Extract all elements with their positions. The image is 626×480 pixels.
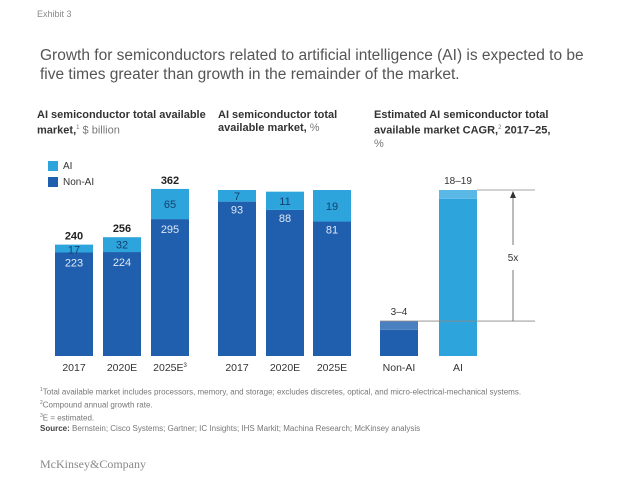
- right-chart-title-suffix: 2017–25,: [504, 124, 551, 137]
- middle-chart-heading: AI semiconductor total available market,…: [218, 109, 368, 135]
- legend: AI Non-AI: [48, 158, 94, 190]
- left-chart-title: AI semiconductor total available market,: [37, 109, 206, 137]
- data-label-ai: 17: [68, 245, 80, 257]
- mckinsey-logo: McKinsey&Company: [40, 457, 146, 471]
- x-tick-label: Non-AI: [383, 362, 416, 374]
- middle-chart-unit: %: [309, 122, 320, 134]
- x-tick-label: 2017: [225, 362, 249, 374]
- x-tick-label: 2017: [62, 362, 86, 374]
- legend-item-ai: AI: [48, 158, 94, 174]
- footnote-ref-3: 3: [184, 363, 188, 369]
- footnote-1: 1Total available market includes process…: [40, 387, 522, 397]
- bar-cagr-non-ai: [380, 329, 418, 356]
- bar-ai-2025E: [151, 188, 189, 220]
- chart-title: Growth for semiconductors related to art…: [40, 47, 584, 83]
- footnote-3: 3E = estimated.: [40, 413, 95, 423]
- exhibit-label: Exhibit 3: [37, 9, 72, 19]
- arrow-head-icon: [510, 191, 516, 198]
- legend-item-non-ai: Non-AI: [48, 174, 94, 190]
- data-label-cagr: 18–19: [444, 176, 472, 187]
- data-label-ai: 32: [116, 240, 128, 252]
- data-label-ai-pct: 19: [326, 201, 338, 213]
- bar-ai-pct-2025E: [313, 190, 351, 222]
- bar-non-ai-pct-2020E: [266, 209, 304, 356]
- bar-non-ai-pct-2025E: [313, 221, 351, 356]
- right-chart-heading: Estimated AI semiconductor total availab…: [374, 109, 574, 151]
- data-label-total: 362: [161, 175, 179, 187]
- x-tick-label: 2025E: [317, 362, 347, 374]
- bar-non-ai-pct-2017: [218, 201, 256, 356]
- bar-non-ai-2020E: [103, 252, 141, 356]
- data-label-non-ai: 295: [161, 224, 179, 236]
- legend-label-non-ai: Non-AI: [63, 176, 95, 188]
- source-line: Source: Bernstein; Cisco Systems; Gartne…: [40, 424, 421, 434]
- data-label-ai: 65: [164, 199, 176, 211]
- data-label-ai-pct: 7: [234, 191, 240, 203]
- data-label-ai-pct: 11: [279, 196, 290, 208]
- x-tick-label: 2020E: [270, 362, 300, 374]
- bar-cagr-range-non-ai: [380, 321, 418, 330]
- bar-cagr-range-ai: [439, 190, 477, 199]
- data-label-non-ai: 224: [113, 257, 131, 269]
- x-tick-label: AI: [453, 362, 463, 374]
- bar-ai-pct-2017: [218, 190, 256, 202]
- bar-ai-2017: [55, 244, 93, 253]
- x-tick-label: 2020E: [107, 362, 137, 374]
- footnote-ref-1: 1: [76, 125, 80, 131]
- left-chart-heading: AI semiconductor total available market,…: [37, 109, 207, 138]
- bar-cagr-ai: [439, 198, 477, 356]
- left-chart-unit: $ billion: [82, 124, 120, 137]
- legend-swatch-non-ai: [48, 177, 58, 187]
- bar-ai-2020E: [103, 237, 141, 253]
- x-tick-label: 2025E3: [153, 362, 187, 374]
- data-label-non-ai-pct: 88: [279, 213, 291, 225]
- bar-non-ai-2017: [55, 252, 93, 356]
- legend-label-ai: AI: [63, 160, 73, 172]
- annotation-5x: 5x: [508, 253, 519, 264]
- data-label-total: 240: [65, 231, 83, 243]
- right-chart-unit: %: [374, 137, 384, 150]
- data-label-total: 256: [113, 223, 131, 235]
- legend-swatch-ai: [48, 161, 58, 171]
- data-label-cagr: 3–4: [391, 307, 408, 318]
- footnotes: 1Total available market includes process…: [40, 385, 540, 435]
- data-label-non-ai-pct: 93: [231, 205, 243, 217]
- right-chart-title: Estimated AI semiconductor total availab…: [374, 109, 549, 137]
- footnote-ref-2: 2: [498, 125, 502, 131]
- data-label-non-ai-pct: 81: [326, 225, 338, 237]
- bar-non-ai-2025E: [151, 219, 189, 356]
- middle-chart-title: AI semiconductor total available market,: [218, 109, 338, 134]
- bar-ai-pct-2020E: [266, 191, 304, 210]
- footnote-2: 2Compound annual growth rate.: [40, 400, 153, 410]
- data-label-non-ai: 223: [65, 258, 83, 270]
